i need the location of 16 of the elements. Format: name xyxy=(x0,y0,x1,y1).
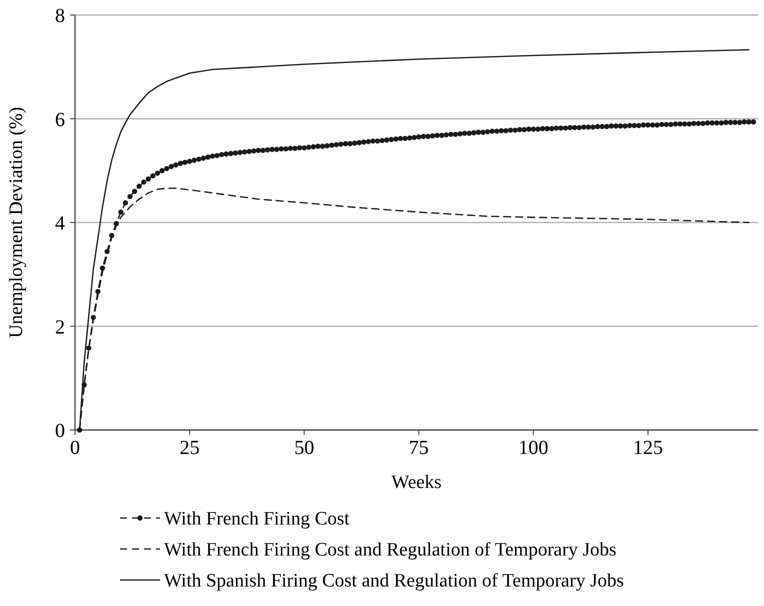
x-tick-label: 125 xyxy=(632,437,663,459)
y-tick-label: 0 xyxy=(55,420,65,442)
y-tick-label: 6 xyxy=(55,108,65,131)
y-tick-label: 4 xyxy=(55,212,65,234)
x-tick-label: 75 xyxy=(408,437,429,459)
x-tick-label: 0 xyxy=(70,437,80,459)
x-tick-label: 100 xyxy=(518,437,548,459)
x-tick-label: 25 xyxy=(180,437,200,459)
y-axis-title: Unemployment Deviation (%) xyxy=(6,106,27,338)
legend-label: With French Firing Cost xyxy=(164,508,350,530)
y-tick-label: 8 xyxy=(55,5,65,27)
x-axis-title: Weeks xyxy=(391,472,442,493)
y-tick-label: 2 xyxy=(55,316,65,338)
x-tick-label: 50 xyxy=(294,437,314,459)
legend-label: With Spanish Firing Cost and Regulation of Temporary Jobs xyxy=(164,570,624,592)
legend-label: With French Firing Cost and Regulation of Temporary Jobs xyxy=(164,540,616,561)
